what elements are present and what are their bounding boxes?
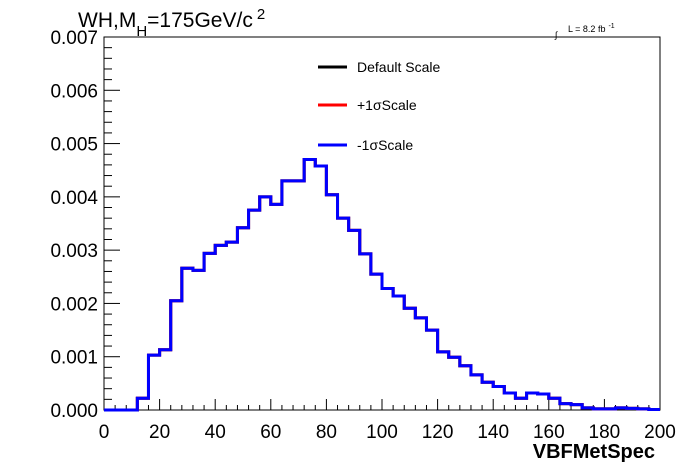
y-tick-label: 0.005: [50, 135, 98, 156]
x-tick-label: 160: [533, 422, 565, 443]
x-tick-label: 60: [260, 422, 281, 443]
y-tick-label: 0.002: [50, 294, 98, 315]
y-tick-label: 0.007: [50, 28, 98, 49]
legend-label-plus1sigma: +1σScale: [357, 97, 417, 113]
y-tick-label: 0.001: [50, 348, 98, 369]
title-subscript: H: [136, 23, 147, 40]
x-tick-label: 200: [644, 422, 676, 443]
legend: Default Scale +1σScale -1σScale: [318, 59, 440, 153]
lumi-superscript: -1: [608, 23, 614, 30]
title-superscript: 2: [257, 6, 265, 23]
x-tick-label: 80: [316, 422, 337, 443]
legend-label-minus1sigma: -1σScale: [357, 137, 413, 153]
y-tick-label: 0.003: [50, 241, 98, 262]
y-tick-label: 0.004: [50, 188, 98, 209]
chart-title: WH,MH=175GeV/c 2: [78, 6, 265, 40]
legend-label-default: Default Scale: [357, 59, 440, 75]
x-tick-label: 140: [477, 422, 509, 443]
x-tick-label: 40: [205, 422, 226, 443]
series-line-minus1sigma: [104, 158, 660, 412]
x-axis-label: VBFMetSpec: [533, 441, 655, 463]
lumi-integral: ∫: [554, 30, 559, 40]
lumi-label: L = 8.2 fb -1: [568, 23, 615, 34]
x-tick-label: 180: [589, 422, 621, 443]
series-layer: [104, 158, 660, 412]
x-axis: 0 20 40 60 80 100 120 140 160 180 200: [99, 399, 676, 443]
y-tick-label: 0.000: [50, 401, 98, 422]
x-tick-label: 120: [422, 422, 454, 443]
y-axis: 0.000 0.001 0.002 0.003 0.004 0.005 0.006 0.007: [50, 28, 120, 422]
title-rest: =175GeV/c: [147, 9, 253, 32]
x-tick-label: 20: [149, 422, 170, 443]
x-tick-label: 0: [99, 422, 110, 443]
y-tick-label: 0.006: [50, 81, 98, 102]
x-tick-label: 100: [366, 422, 398, 443]
title-main: WH,M: [78, 9, 136, 32]
plot-frame: [103, 36, 661, 411]
